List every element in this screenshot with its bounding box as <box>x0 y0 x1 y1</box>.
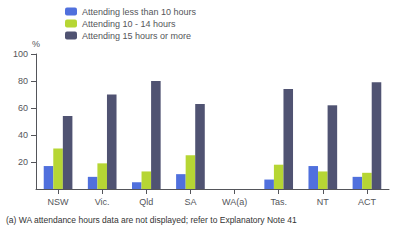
svg-text:(a) WA attendance hours data a: (a) WA attendance hours data are not dis… <box>6 215 297 225</box>
svg-text:40: 40 <box>18 130 28 140</box>
svg-text:Attending 10 - 14 hours: Attending 10 - 14 hours <box>82 19 176 29</box>
svg-text:Attending 15 hours or more: Attending 15 hours or more <box>82 31 191 41</box>
svg-text:100: 100 <box>13 49 28 59</box>
svg-text:Tas.: Tas. <box>270 197 287 207</box>
svg-text:NT: NT <box>317 197 329 207</box>
svg-text:Attending less than 10 hours: Attending less than 10 hours <box>82 7 197 17</box>
svg-text:20: 20 <box>18 157 28 167</box>
svg-text:SA: SA <box>184 197 196 207</box>
svg-text:60: 60 <box>18 103 28 113</box>
svg-text:NSW: NSW <box>48 197 70 207</box>
svg-text:80: 80 <box>18 76 28 86</box>
svg-text:ACT: ACT <box>358 197 377 207</box>
svg-text:%: % <box>32 39 40 49</box>
svg-text:Vic.: Vic. <box>95 197 110 207</box>
svg-text:Qld: Qld <box>139 197 153 207</box>
svg-text:WA(a): WA(a) <box>222 197 247 207</box>
